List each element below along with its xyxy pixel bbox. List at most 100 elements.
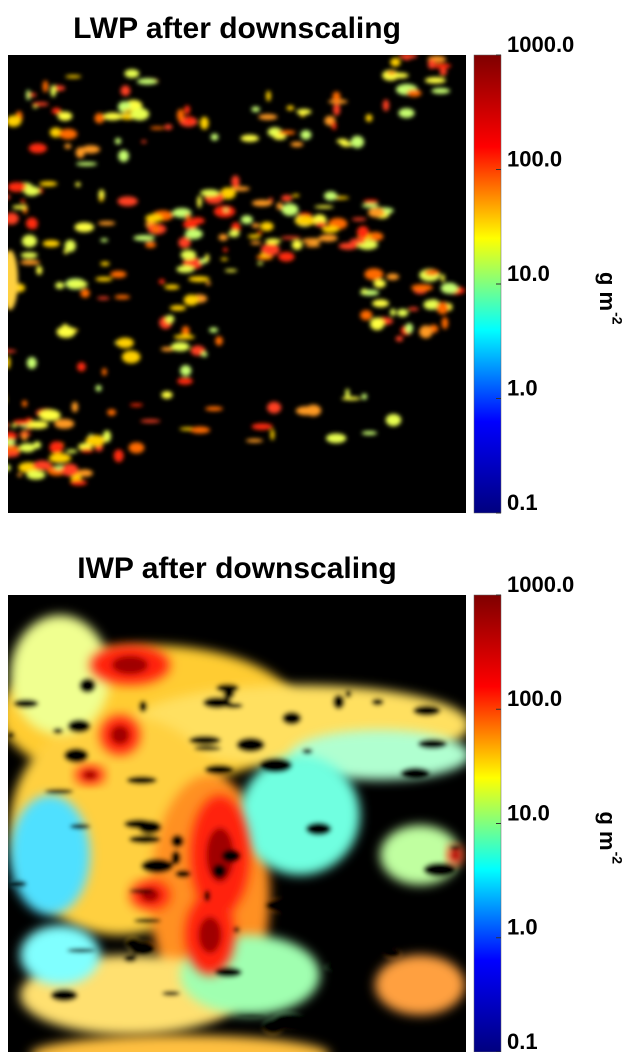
cloud-patch <box>178 237 191 249</box>
cloud-patch <box>95 385 102 392</box>
clear-gap <box>214 967 243 978</box>
cloud-patch <box>26 89 31 101</box>
colorbar-tick-label: 1000.0 <box>507 572 574 597</box>
cloud-patch <box>116 337 134 349</box>
cloud-patch <box>20 259 41 266</box>
cloud-patch <box>58 128 78 140</box>
cloud-patch <box>361 430 378 436</box>
cloud-patch <box>185 213 191 221</box>
clear-gap <box>236 737 265 753</box>
clear-gap <box>8 731 15 740</box>
cloud-patch <box>218 234 228 241</box>
cloud-patch <box>223 208 229 212</box>
map-image <box>0 55 466 513</box>
cloud-patch <box>55 282 65 290</box>
cloud-patch <box>32 102 49 107</box>
colorbar-label-text: g m <box>595 272 620 311</box>
clear-gap <box>63 747 89 763</box>
cloud-patch <box>80 448 94 453</box>
clear-gap <box>212 864 227 879</box>
cloud-patch <box>0 351 1 360</box>
cloud-patch <box>190 345 206 356</box>
cloud-patch <box>398 108 415 118</box>
clear-gap <box>449 845 462 851</box>
cloud-patch <box>367 231 384 242</box>
clear-gap <box>128 835 161 844</box>
cloud-core <box>112 656 148 674</box>
cloud-patch <box>440 282 459 294</box>
cloud-patch <box>333 103 341 116</box>
cloud-patch <box>102 112 123 121</box>
cloud-patch <box>273 133 287 140</box>
cloud-core <box>451 850 459 860</box>
clear-gap <box>412 705 441 717</box>
clear-gap <box>417 738 448 750</box>
cloud-patch <box>114 137 122 145</box>
cloud-patch <box>75 161 98 166</box>
colorbar-tick-label: 1000.0 <box>507 32 574 57</box>
cloud-patch <box>97 221 116 226</box>
cloud-patch <box>440 274 445 283</box>
clear-gap <box>69 823 91 830</box>
cloud-patch <box>8 115 22 127</box>
cloud-patch <box>114 294 131 300</box>
clear-gap <box>67 719 91 733</box>
cloud-patch <box>258 114 278 121</box>
cloud-patch <box>42 239 60 248</box>
cloud-patch <box>20 925 100 985</box>
cloud-patch <box>48 452 71 464</box>
cloud-patch <box>361 288 368 294</box>
cloud-patch <box>372 299 390 308</box>
cloud-patch <box>278 251 295 262</box>
cloud-patch <box>124 69 140 79</box>
cloud-patch <box>341 396 361 401</box>
cloud-patch <box>199 116 209 130</box>
cloud-patch <box>390 57 401 67</box>
clear-gap <box>8 880 27 888</box>
clear-gap <box>305 822 332 836</box>
cloud-patch <box>190 426 211 434</box>
cloud-patch <box>250 241 262 245</box>
cloud-patch <box>76 362 86 372</box>
clear-gap <box>125 937 141 950</box>
cloud-patch <box>240 755 360 875</box>
cloud-patch <box>185 116 194 124</box>
cloud-patch <box>65 449 78 454</box>
cloud-patch <box>151 224 160 234</box>
clear-gap <box>124 819 154 829</box>
cloud-patch <box>12 205 28 210</box>
cloud-patch <box>184 105 191 115</box>
clear-gap <box>67 948 96 953</box>
cloud-patch <box>396 308 409 317</box>
cloud-patch <box>0 252 7 256</box>
cloud-patch <box>8 194 11 200</box>
cloud-patch <box>247 234 261 239</box>
cloud-patch <box>441 317 449 330</box>
cloud-patch <box>25 217 38 230</box>
clear-gap <box>423 862 457 878</box>
cloud-patch <box>391 72 409 79</box>
cloud-patch <box>336 138 349 144</box>
clear-gap <box>129 888 154 894</box>
cloud-patch <box>295 406 317 416</box>
cloud-patch <box>295 215 316 227</box>
clear-gap <box>138 700 148 713</box>
cloud-patch <box>0 346 6 354</box>
colorbar-tick-label: 100.0 <box>507 686 562 711</box>
cloud-patch <box>145 214 163 223</box>
map-field <box>0 55 465 486</box>
cloud-patch <box>100 238 109 243</box>
clear-gap <box>324 1004 339 1010</box>
clear-gap <box>384 949 402 959</box>
map-field <box>8 615 466 1052</box>
cloud-patch <box>28 143 47 154</box>
clear-gap <box>162 991 181 997</box>
cloud-patch <box>321 225 340 233</box>
cloud-patch <box>411 284 433 292</box>
cloud-patch <box>324 191 338 201</box>
cloud-patch <box>228 229 240 238</box>
clear-gap <box>52 727 64 734</box>
cloud-patch <box>305 243 321 248</box>
cloud-patch <box>373 279 386 288</box>
cloud-patch <box>183 219 198 229</box>
